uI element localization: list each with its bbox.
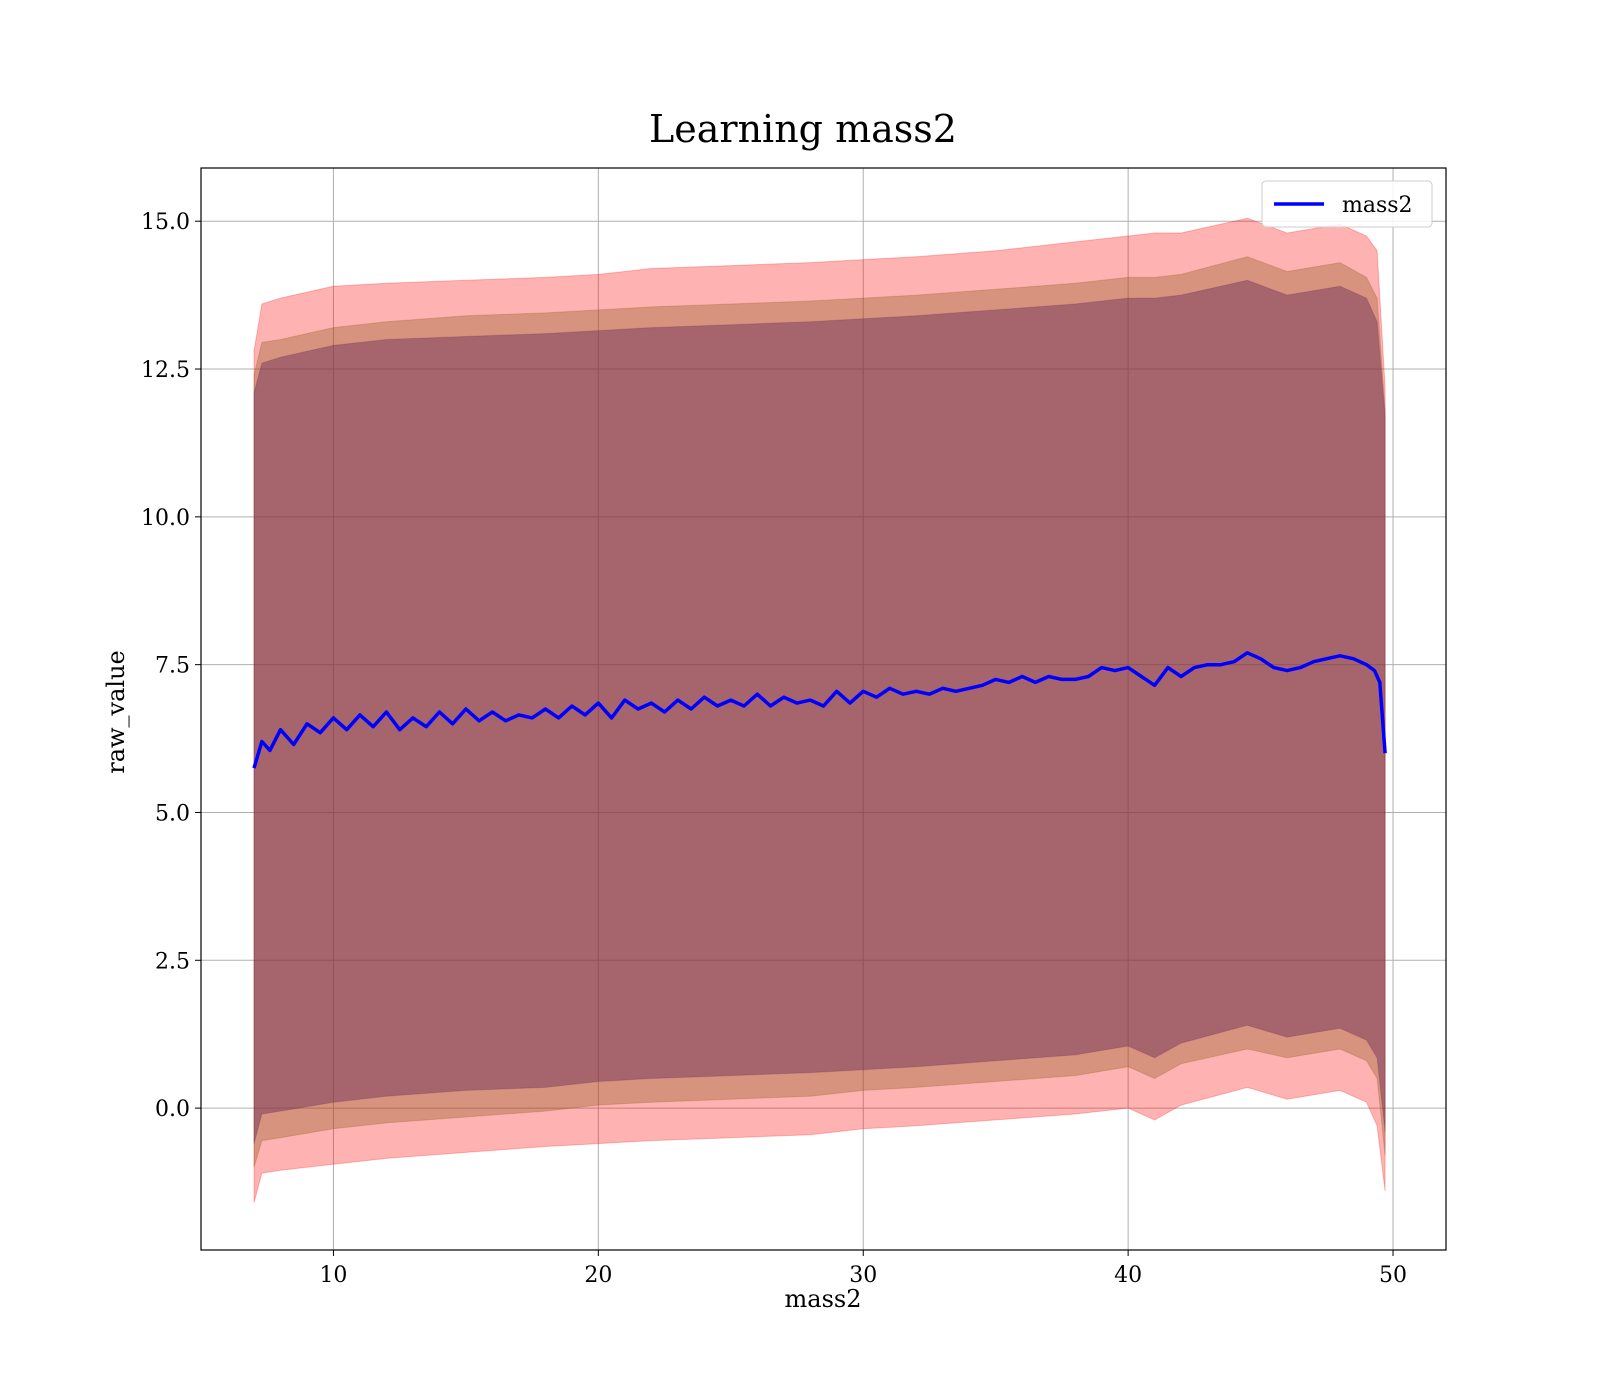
confidence-bands: [253, 217, 1386, 1203]
series-lines: [252, 651, 1387, 769]
y-axis-ticks: 0.0 2.5 5.0 7.5 10.0 12.5 15.0: [141, 210, 201, 1122]
x-tick-label: 10: [319, 1263, 347, 1288]
plot-area: [200, 167, 1447, 1251]
legend-frame: [1261, 180, 1433, 228]
y-tick-label: 2.5: [155, 949, 190, 974]
y-tick-label: 5.0: [155, 801, 190, 826]
x-axis-ticks: 10 20 30 40 50: [319, 1250, 1407, 1288]
y-tick-label: 0.0: [155, 1097, 190, 1122]
y-tick-label: 7.5: [155, 654, 190, 679]
x-tick-label: 20: [584, 1263, 612, 1288]
y-axis-label: raw_value: [102, 650, 130, 774]
x-tick-label: 40: [1114, 1263, 1142, 1288]
y-tick-label: 12.5: [141, 358, 190, 383]
plot-frame: [200, 167, 1447, 1251]
x-tick-label: 30: [849, 1263, 877, 1288]
confidence-band-1: [253, 217, 1386, 1203]
legend: mass2: [1261, 180, 1433, 228]
gridlines: [201, 168, 1446, 1250]
legend-label: mass2: [1342, 193, 1413, 218]
confidence-band-2: [253, 256, 1386, 1168]
series-line-mass2: [252, 651, 1387, 769]
plot-background: [201, 168, 1446, 1250]
chart-title: Learning mass2: [649, 107, 957, 151]
y-tick-label: 15.0: [141, 210, 190, 235]
x-axis-label: mass2: [785, 1285, 862, 1313]
y-tick-label: 10.0: [141, 506, 190, 531]
confidence-band-3: [253, 279, 1386, 1144]
x-tick-label: 50: [1379, 1263, 1407, 1288]
